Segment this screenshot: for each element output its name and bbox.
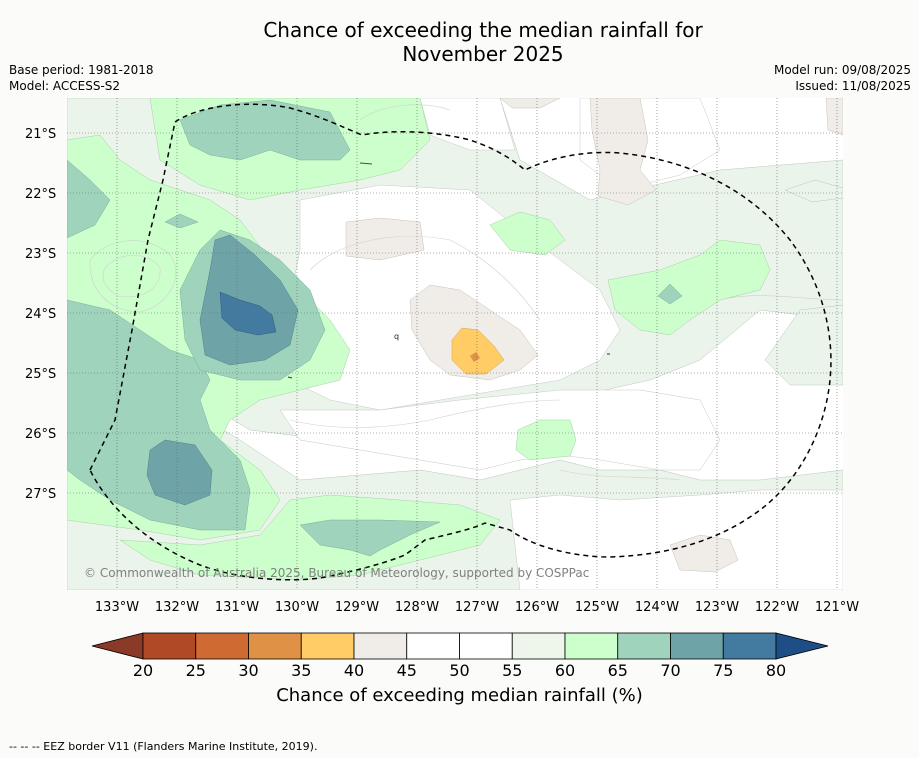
region-40-45-se	[669, 534, 739, 573]
model-run: Model run: 09/08/2025	[773, 63, 911, 77]
lon-label: 130°W	[275, 600, 319, 615]
latitude-labels: 21°S 22°S 23°S 24°S 25°S 26°S 27°S	[25, 127, 56, 502]
lon-label: 131°W	[215, 600, 259, 615]
colorbar-arrow-low	[91, 632, 144, 660]
lon-label: 121°W	[815, 600, 859, 615]
region-65-70-south	[299, 519, 441, 557]
region-40-45-north	[345, 217, 425, 261]
eez-legend: -- -- -- EEZ border V11 (Flanders Marine…	[9, 740, 318, 753]
colorbar-segment	[353, 632, 408, 660]
contour-lines	[89, 104, 843, 481]
colorbar-tick-label: 25	[186, 661, 206, 680]
colorbar-arrow-high	[775, 632, 829, 660]
lon-label: 126°W	[515, 600, 559, 615]
colorbar-tick-label: 60	[555, 661, 575, 680]
title-line-2: November 2025	[402, 42, 564, 66]
meta-right: Model run: 09/08/2025 Issued: 11/08/2025	[774, 62, 911, 94]
region-65-70-east-small	[657, 283, 683, 305]
colorbar-segment	[406, 632, 460, 660]
colorbar-tick-label: 70	[660, 661, 680, 680]
colorbar-title: Chance of exceeding median rainfall (%)	[276, 685, 643, 706]
lat-label: 26°S	[25, 427, 56, 442]
region-45-55-north	[419, 98, 516, 151]
lat-label: 25°S	[25, 367, 56, 382]
issued-date: Issued: 11/08/2025	[795, 79, 911, 93]
colorbar-tick-label: 35	[291, 661, 311, 680]
contour-mark: q	[394, 332, 399, 341]
region-75-80	[219, 291, 277, 336]
colorbar-segment	[248, 632, 302, 660]
region-30-35	[470, 352, 480, 362]
region-45-55-se	[509, 489, 843, 590]
colorbar-segment	[142, 632, 197, 660]
colorbar-segment	[564, 632, 619, 660]
lon-label: 127°W	[455, 600, 499, 615]
map-area: q © Commonwealth of Australia 2025, Bure…	[67, 98, 843, 590]
colorbar-tick-label: 30	[238, 661, 258, 680]
base-period: Base period: 1981-2018	[9, 63, 154, 77]
contour-mark-3	[287, 376, 293, 379]
colorbar: 20 25 30 35 40 45 50 55 60 65 70 75 80	[91, 632, 829, 680]
region-55-60-east	[764, 304, 843, 386]
region-40-45-ne	[589, 98, 657, 206]
lat-label: 22°S	[25, 187, 56, 202]
region-60-65-center	[489, 211, 566, 256]
colorbar-tick-label: 50	[449, 661, 469, 680]
colorbar-tick-label: 40	[344, 661, 364, 680]
region-65-70-small	[164, 213, 199, 229]
region-35-40	[451, 327, 505, 375]
lat-label: 23°S	[25, 247, 56, 262]
lat-label: 21°S	[25, 127, 56, 142]
lon-label: 128°W	[395, 600, 439, 615]
longitude-labels: 133°W 132°W 131°W 130°W 129°W 128°W 127°…	[95, 600, 859, 615]
lon-label: 129°W	[335, 600, 379, 615]
region-40-45-top	[499, 98, 561, 109]
colorbar-tick-label: 55	[502, 661, 522, 680]
meta-left: Base period: 1981-2018 Model: ACCESS-S2	[9, 62, 154, 94]
colorbar-tick-label: 20	[133, 661, 153, 680]
copyright-text: © Commonwealth of Australia 2025, Bureau…	[84, 566, 589, 580]
colorbar-segment	[722, 632, 777, 660]
region-60-65-east	[607, 239, 771, 336]
region-40-45-ne-edge	[825, 98, 843, 136]
region-60-65-south	[119, 494, 501, 581]
colorbar-segment	[300, 632, 355, 660]
region-70-75-south	[146, 439, 213, 506]
lat-label: 27°S	[25, 487, 56, 502]
lat-label: 24°S	[25, 307, 56, 322]
colorbar-segment	[511, 632, 566, 660]
colorbar-segment	[459, 632, 513, 660]
contour-mark-4	[359, 162, 373, 165]
lon-label: 125°W	[575, 600, 619, 615]
colorbar-segment	[195, 632, 249, 660]
lon-label: 122°W	[755, 600, 799, 615]
lon-label: 123°W	[695, 600, 739, 615]
colorbar-tick-label: 75	[713, 661, 733, 680]
lon-label: 124°W	[635, 600, 679, 615]
map-title: Chance of exceeding the median rainfall …	[0, 18, 919, 66]
colorbar-tick-label: 65	[608, 661, 628, 680]
title-line-1: Chance of exceeding the median rainfall …	[263, 18, 703, 42]
region-65-70-north	[179, 99, 351, 161]
region-65-70-nw	[67, 159, 111, 239]
model-name: Model: ACCESS-S2	[9, 79, 121, 93]
colorbar-tick-label: 80	[766, 661, 786, 680]
region-45-55-south	[279, 389, 721, 471]
region-60-65-south-center	[515, 419, 577, 461]
lon-label: 133°W	[95, 600, 139, 615]
colorbar-segment	[617, 632, 671, 660]
graticule	[67, 98, 843, 590]
colorbar-tick-label: 45	[397, 661, 417, 680]
colorbar-segment	[670, 632, 724, 660]
lon-label: 132°W	[155, 600, 199, 615]
region-55-60-ne	[784, 179, 843, 203]
eez-border	[89, 103, 832, 581]
